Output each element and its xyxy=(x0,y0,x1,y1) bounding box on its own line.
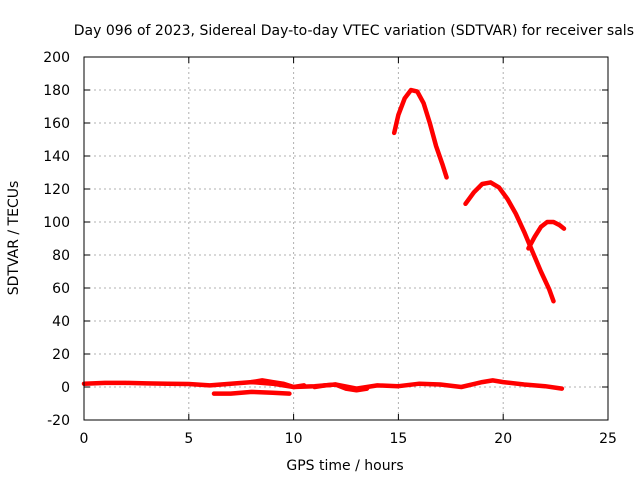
series-line xyxy=(463,180,556,304)
y-tick-label: 0 xyxy=(61,380,70,396)
y-tick-label: 40 xyxy=(52,314,70,330)
series-line xyxy=(312,382,370,393)
axis-ticks: -20 0 20 40 60 80 100 120 140 160 180 200 0 5 10 15 20 25 xyxy=(43,50,617,447)
x-tick-label: 10 xyxy=(285,431,303,447)
series-line xyxy=(391,87,449,180)
x-tick-label: 20 xyxy=(494,431,512,447)
x-tick-label: 25 xyxy=(599,431,617,447)
y-axis-label: SDTVAR / TECUs xyxy=(6,181,22,296)
series-line xyxy=(211,389,292,396)
chart-title: Day 096 of 2023, Sidereal Day-to-day VTE… xyxy=(74,23,634,39)
y-tick-label: 100 xyxy=(43,215,70,231)
y-tick-label: 200 xyxy=(43,50,70,66)
x-axis-label: GPS time / hours xyxy=(286,458,403,474)
y-tick-label: 20 xyxy=(52,347,70,363)
y-tick-label: 140 xyxy=(43,149,70,165)
y-tick-label: -20 xyxy=(47,413,70,429)
series-line xyxy=(526,219,567,251)
x-tick-label: 5 xyxy=(184,431,193,447)
x-tick-label: 15 xyxy=(389,431,407,447)
x-tick-label: 0 xyxy=(80,431,89,447)
data-series xyxy=(81,87,567,396)
y-tick-label: 120 xyxy=(43,182,70,198)
y-tick-label: 160 xyxy=(43,116,70,132)
y-tick-label: 60 xyxy=(52,281,70,297)
grid-lines xyxy=(84,57,608,420)
plot-frame xyxy=(83,56,609,421)
y-tick-label: 180 xyxy=(43,83,70,99)
series-line xyxy=(249,378,307,390)
y-tick-label: 80 xyxy=(52,248,70,264)
